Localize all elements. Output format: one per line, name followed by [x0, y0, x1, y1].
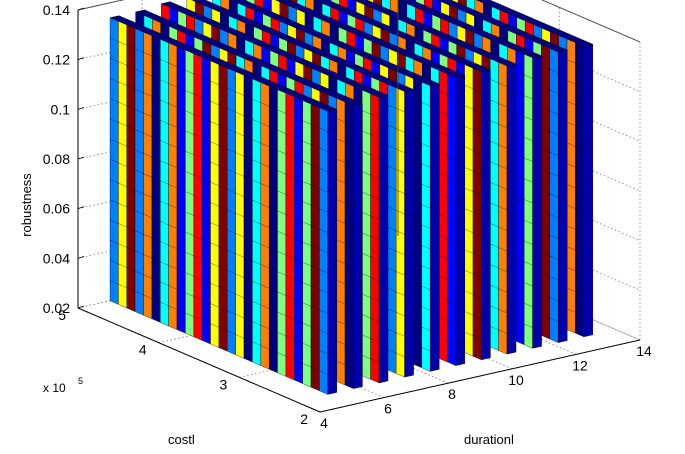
- z-tick-label: 0.06: [43, 201, 70, 217]
- bar-slab-edge: [481, 69, 491, 361]
- bar-slabs: [109, 0, 594, 395]
- bar-slab-edge: [532, 55, 542, 349]
- x-tick-label: 12: [572, 357, 588, 373]
- z-tick-label: 0.14: [43, 2, 70, 18]
- z-tick-mark: [77, 106, 85, 110]
- bar-slab-mesh: [109, 260, 328, 355]
- bar-slab-mesh: [109, 239, 328, 334]
- tick-labels: 0.02 0.04 0.06 0.08 0.1 0.12 0.14 2 3 4 5 4 6 8 10 12 14: [43, 2, 652, 431]
- z-tick-mark: [77, 7, 85, 11]
- bar-slab-edge: [353, 103, 363, 389]
- bar-slab-edge: [378, 95, 389, 384]
- bar-slab-mesh: [109, 179, 328, 274]
- bar-slab-edge: [558, 49, 568, 343]
- z-axis-label: robustness: [19, 173, 34, 237]
- x-axis-label: durationl: [464, 432, 514, 447]
- x-tick-label: 10: [508, 372, 524, 388]
- bar-slab-mesh: [109, 58, 328, 152]
- y-tick-label: 3: [220, 376, 228, 392]
- bar-slab-edge: [506, 63, 517, 355]
- z-tick-label: 0.12: [43, 52, 70, 68]
- bar-slab-mesh: [109, 98, 328, 193]
- y-axis-exponent: 5: [78, 376, 83, 386]
- y-axis-line: [77, 307, 321, 413]
- bar-slab-mesh: [109, 118, 328, 213]
- y-axis-label: costl: [168, 432, 195, 447]
- x-axis-line: [319, 339, 641, 413]
- bar-slab-edge: [404, 89, 414, 378]
- z-tick-mark: [77, 305, 85, 309]
- z-tick-mark: [77, 57, 85, 61]
- z-tick-label: 0.08: [43, 151, 70, 167]
- z-tick-label: 0.02: [43, 300, 70, 316]
- bar-slab-mesh: [109, 138, 328, 233]
- bar-slab-edge: [430, 83, 440, 372]
- bar-slab-mesh: [109, 280, 328, 375]
- x-tick-label: 14: [636, 343, 652, 359]
- bar-slab-mesh: [109, 78, 328, 173]
- y-axis-multiplier: x 10: [43, 381, 66, 395]
- y-tick-label: 4: [139, 342, 147, 358]
- x-tick-label: 8: [448, 386, 456, 402]
- z-tick-mark: [77, 156, 85, 160]
- x-tick-label: 6: [384, 401, 392, 417]
- bar-slab-mesh: [109, 199, 328, 294]
- z-tick-label: 0.1: [51, 101, 71, 117]
- bar-slab: [109, 15, 338, 395]
- z-tick-mark: [77, 206, 85, 210]
- bar-slab-edge: [583, 43, 593, 338]
- y-tick-label: 5: [58, 307, 66, 323]
- z-tick-mark: [77, 255, 85, 259]
- bar-slab-mesh: [109, 219, 328, 314]
- bar-slab-mesh: [109, 37, 328, 132]
- bar-slab-edge: [327, 109, 337, 395]
- bar-slab-edge: [455, 75, 465, 366]
- box-top-edge: [77, 0, 641, 43]
- y-tick-label: 2: [300, 411, 308, 427]
- x-tick-label: 4: [320, 415, 328, 431]
- bar-slab-mesh: [109, 159, 328, 253]
- z-tick-label: 0.04: [43, 250, 70, 266]
